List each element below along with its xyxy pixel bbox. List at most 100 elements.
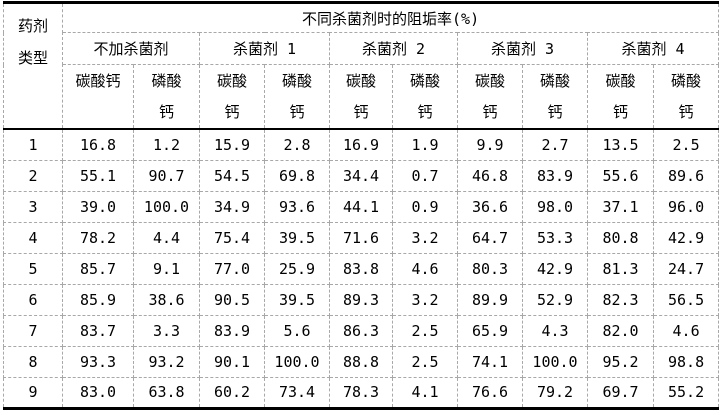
cell-r4-c3: 39.5	[264, 221, 330, 254]
table-row-9: 9 83.0 63.8 60.2 73.4 78.3 4.1 76.6 79.2 69.7 55.2	[3, 376, 720, 409]
row-label: 2	[3, 159, 63, 192]
cell-r5-c5: 4.6	[392, 252, 458, 285]
sub-header-8: 碳酸 钙	[587, 64, 654, 130]
cell-r1-c4: 16.9	[329, 128, 393, 161]
cell-r3-c2: 34.9	[199, 190, 265, 223]
cell-r9-c3: 73.4	[264, 376, 330, 409]
cell-r2-c0: 55.1	[62, 159, 134, 192]
cell-r8-c5: 2.5	[392, 345, 458, 378]
cell-r1-c6: 9.9	[457, 128, 523, 161]
sub-header-7: 磷酸 钙	[522, 64, 588, 130]
cell-r5-c1: 9.1	[133, 252, 200, 285]
cell-r4-c5: 3.2	[392, 221, 458, 254]
cell-r3-c6: 36.6	[457, 190, 523, 223]
cell-r4-c9: 42.9	[652, 221, 720, 254]
group-header-3: 杀菌剂 3	[457, 32, 588, 65]
cell-r9-c7: 79.2	[522, 376, 588, 409]
cell-r6-c8: 82.3	[587, 283, 654, 316]
cell-r8-c9: 98.8	[652, 345, 720, 378]
cell-r6-c0: 85.9	[62, 283, 134, 316]
sub-header-row: 碳酸钙 磷酸 钙碳酸 钙磷酸 钙碳酸 钙磷酸 钙碳酸 钙磷酸 钙碳酸 钙磷酸 钙	[4, 64, 720, 130]
cell-r2-c2: 54.5	[199, 159, 265, 192]
cell-r1-c7: 2.7	[522, 128, 588, 161]
cell-r7-c0: 83.7	[62, 314, 134, 347]
cell-r6-c6: 89.9	[457, 283, 523, 316]
cell-r1-c1: 1.2	[133, 128, 200, 161]
cell-r9-c5: 4.1	[392, 376, 458, 409]
cell-r5-c9: 24.7	[652, 252, 720, 285]
table-row-7: 7 83.7 3.3 83.9 5.6 86.3 2.5 65.9 4.3 82.0 4.6	[3, 314, 720, 347]
table-row-6: 6 85.9 38.6 90.5 39.5 89.3 3.2 89.9 52.9 82.3 56.5	[3, 283, 720, 316]
cell-r5-c6: 80.3	[457, 252, 523, 285]
table-row-3: 3 39.0 100.0 34.9 93.6 44.1 0.9 36.6 98.0 37.1 96.…	[3, 190, 720, 223]
cell-r5-c4: 83.8	[329, 252, 393, 285]
cell-r3-c4: 44.1	[329, 190, 393, 223]
cell-r7-c1: 3.3	[133, 314, 200, 347]
cell-r7-c9: 4.6	[652, 314, 720, 347]
cell-r7-c3: 5.6	[264, 314, 330, 347]
cell-r7-c4: 86.3	[329, 314, 393, 347]
cell-r6-c1: 38.6	[133, 283, 200, 316]
table-row-4: 4 78.2 4.4 75.4 39.5 71.6 3.2 64.7 53.3 80.8 42.9	[3, 221, 720, 254]
cell-r2-c5: 0.7	[392, 159, 458, 192]
cell-r7-c8: 82.0	[587, 314, 654, 347]
cell-r8-c3: 100.0	[264, 345, 330, 378]
cell-r7-c6: 65.9	[457, 314, 523, 347]
row-label: 9	[3, 376, 63, 409]
cell-r5-c8: 81.3	[587, 252, 654, 285]
row-label: 6	[3, 283, 63, 316]
sub-header-0: 碳酸钙	[62, 64, 134, 130]
sub-header-2: 碳酸 钙	[199, 64, 265, 130]
cell-r1-c3: 2.8	[264, 128, 330, 161]
cell-r9-c4: 78.3	[329, 376, 393, 409]
table-row-1: 1 16.8 1.2 15.9 2.8 16.9 1.9 9.9 2.7 13.5 2.5	[3, 128, 720, 161]
cell-r8-c8: 95.2	[587, 345, 654, 378]
cell-r7-c7: 4.3	[522, 314, 588, 347]
cell-r4-c1: 4.4	[133, 221, 200, 254]
row-label: 7	[3, 314, 63, 347]
cell-r6-c7: 52.9	[522, 283, 588, 316]
sub-header-4: 碳酸 钙	[329, 64, 393, 130]
cell-r7-c5: 2.5	[392, 314, 458, 347]
cell-r2-c1: 90.7	[133, 159, 200, 192]
cell-r9-c6: 76.6	[457, 376, 523, 409]
corner-header-drug-type: 药剂 类型	[3, 2, 63, 130]
cell-r9-c9: 55.2	[652, 376, 720, 409]
cell-r2-c8: 55.6	[587, 159, 654, 192]
cell-r2-c4: 34.4	[329, 159, 393, 192]
cell-r6-c2: 90.5	[199, 283, 265, 316]
cell-r8-c4: 88.8	[329, 345, 393, 378]
row-label: 5	[3, 252, 63, 285]
cell-r6-c9: 56.5	[652, 283, 720, 316]
sub-header-9: 磷酸 钙	[652, 64, 720, 130]
cell-r4-c4: 71.6	[329, 221, 393, 254]
sub-header-3: 磷酸 钙	[264, 64, 330, 130]
top-header-row: 药剂 类型 不同杀菌剂时的阻垢率(%)	[3, 2, 720, 130]
row-label: 1	[3, 128, 63, 161]
cell-r6-c4: 89.3	[329, 283, 393, 316]
cell-r5-c7: 42.9	[522, 252, 588, 285]
cell-r3-c8: 37.1	[587, 190, 654, 223]
row-label: 3	[3, 190, 63, 223]
group-header-1: 杀菌剂 1	[199, 32, 330, 65]
cell-r2-c3: 69.8	[264, 159, 330, 192]
cell-r4-c0: 78.2	[62, 221, 134, 254]
table-body: 1 16.8 1.2 15.9 2.8 16.9 1.9 9.9 2.7 13.5 2.5 2 55.1…	[3, 128, 720, 409]
row-label: 4	[3, 221, 63, 254]
group-header-4: 杀菌剂 4	[586, 32, 720, 65]
cell-r3-c1: 100.0	[133, 190, 200, 223]
cell-r3-c7: 98.0	[522, 190, 588, 223]
cell-r4-c2: 75.4	[199, 221, 265, 254]
cell-r2-c7: 83.9	[522, 159, 588, 192]
cell-r1-c5: 1.9	[392, 128, 458, 161]
table-row-2: 2 55.1 90.7 54.5 69.8 34.4 0.7 46.8 83.9 55.6 89.6	[3, 159, 720, 192]
cell-r8-c0: 93.3	[62, 345, 134, 378]
cell-r6-c3: 39.5	[264, 283, 330, 316]
cell-r4-c8: 80.8	[587, 221, 654, 254]
cell-r2-c9: 89.6	[652, 159, 720, 192]
cell-r1-c0: 16.8	[62, 128, 134, 161]
row-label: 8	[3, 345, 63, 378]
top-header-title: 不同杀菌剂时的阻垢率(%)	[61, 2, 720, 33]
sub-header-5: 磷酸 钙	[392, 64, 458, 130]
